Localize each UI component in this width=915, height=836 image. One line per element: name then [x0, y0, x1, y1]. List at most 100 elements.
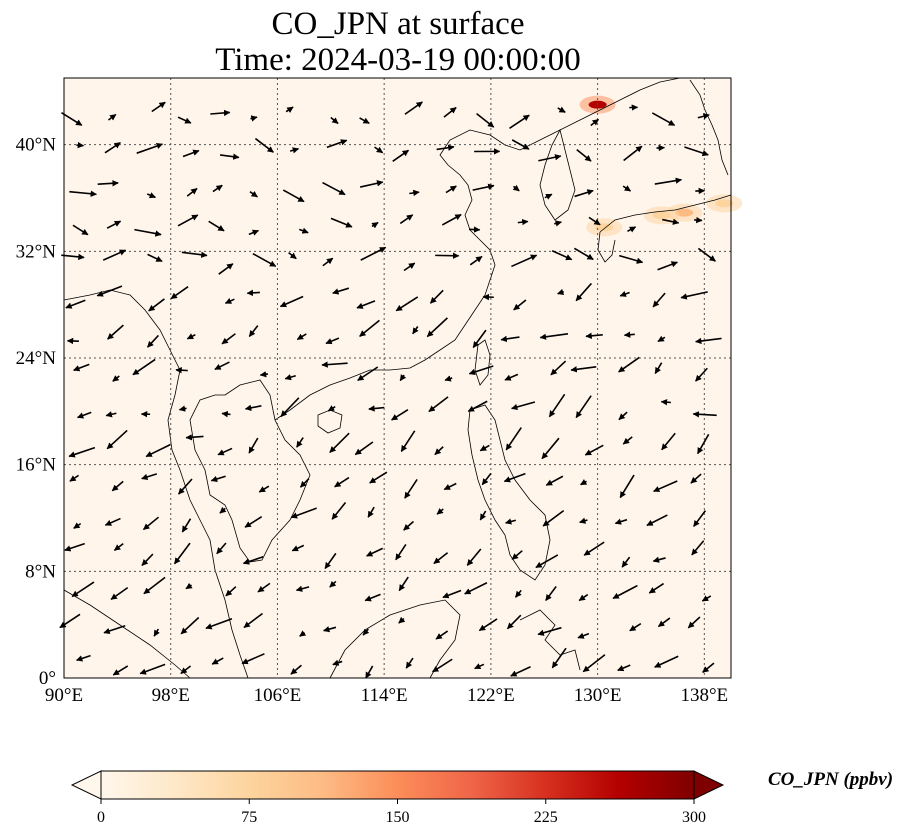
- wind-arrow: [398, 616, 406, 624]
- coastline-sulawesi: [519, 609, 581, 671]
- wind-arrow: [468, 226, 481, 233]
- wind-arrow: [467, 400, 488, 413]
- wind-arrow: [225, 586, 237, 597]
- wind-arrow: [364, 593, 381, 602]
- wind-arrow: [96, 285, 123, 297]
- lon-tick-label: 98°E: [152, 685, 190, 706]
- map-frame: [63, 77, 732, 679]
- wind-arrow: [289, 147, 300, 154]
- wind-arrow: [557, 288, 565, 295]
- wind-arrow: [106, 220, 122, 229]
- wind-arrow: [433, 552, 449, 565]
- wind-arrow: [153, 628, 160, 637]
- wind-arrow: [654, 177, 683, 185]
- wind-arrow: [296, 333, 307, 341]
- wind-arrow: [654, 362, 663, 374]
- wind-arrow: [290, 507, 317, 519]
- wind-arrow: [214, 361, 230, 371]
- wind-arrow: [326, 139, 348, 149]
- wind-arrow: [248, 437, 259, 454]
- wind-arrow: [254, 137, 274, 153]
- wind-arrow: [329, 432, 350, 453]
- wind-arrow: [105, 411, 117, 418]
- wind-arrow: [366, 547, 384, 557]
- wind-arrow: [211, 657, 224, 665]
- wind-arrow: [68, 446, 96, 458]
- wind-arrow: [514, 589, 522, 598]
- wind-arrow: [621, 556, 631, 568]
- wind-arrow: [623, 145, 643, 162]
- wind-arrow: [696, 433, 710, 455]
- wind-arrow: [500, 335, 520, 343]
- lon-tick-label: 122°E: [467, 685, 515, 706]
- wind-arrow: [588, 216, 601, 226]
- wind-arrow: [506, 614, 522, 630]
- wind-arrow: [619, 474, 635, 499]
- wind-arrow: [182, 149, 200, 158]
- wind-arrow: [701, 595, 712, 602]
- wind-arrow: [147, 253, 163, 263]
- wind-arrow: [583, 541, 605, 556]
- wind-arrow: [73, 522, 82, 529]
- wind-arrow: [362, 628, 370, 636]
- wind-arrow: [299, 478, 310, 488]
- lon-tick-label: 114°E: [361, 685, 408, 706]
- wind-arrow: [134, 228, 162, 237]
- wind-arrow: [512, 184, 520, 192]
- wind-arrow: [662, 218, 680, 225]
- wind-arrow: [476, 112, 495, 128]
- coastline-sumatra: [63, 589, 191, 679]
- wind-arrow: [59, 613, 81, 629]
- gridlines: [64, 78, 731, 678]
- wind-arrow: [577, 632, 590, 639]
- wind-arrow: [359, 117, 370, 124]
- wind-arrow: [210, 109, 231, 117]
- wind-arrow: [622, 436, 633, 445]
- wind-arrow: [474, 663, 485, 670]
- wind-arrow: [429, 289, 444, 304]
- wind-arrow: [627, 226, 637, 233]
- wind-arrow: [404, 478, 418, 499]
- wind-arrow: [570, 366, 597, 373]
- wind-arrow: [428, 396, 449, 413]
- wind-arrow: [504, 373, 519, 381]
- wind-arrow: [181, 251, 208, 258]
- wind-arrow: [185, 582, 193, 590]
- wind-arrow: [324, 552, 337, 569]
- wind-arrow: [180, 665, 192, 675]
- wind-arrow: [173, 542, 191, 565]
- wind-arrow: [249, 190, 258, 198]
- wind-arrow: [107, 324, 124, 340]
- wind-arrow: [243, 612, 263, 629]
- wind-arrow: [327, 405, 336, 412]
- wind-arrow: [468, 365, 494, 376]
- wind-arrow: [509, 114, 530, 129]
- wind-arrow: [185, 434, 204, 441]
- wind-arrow: [657, 335, 666, 343]
- wind-arrow: [695, 337, 722, 345]
- wind-arrow: [657, 617, 671, 628]
- lon-tick-label: 106°E: [254, 685, 302, 706]
- wind-arrow: [539, 333, 569, 340]
- wind-arrow: [435, 630, 449, 640]
- wind-arrow: [371, 221, 379, 229]
- longitude-ticks: 90°E 98°E 106°E 114°E 122°E 130°E 138°E: [45, 685, 728, 706]
- wind-arrow: [332, 659, 343, 666]
- colorbar-label: CO_JPN (ppbv): [768, 769, 894, 790]
- wind-arrow: [580, 479, 588, 486]
- wind-arrow: [102, 249, 127, 261]
- wind-arrow: [151, 101, 166, 113]
- wind-arrow: [76, 411, 92, 419]
- wind-arrow: [551, 647, 567, 669]
- colorbar-tick-label: 0: [97, 809, 105, 826]
- wind-arrow: [288, 251, 297, 260]
- wind-arrow: [538, 154, 562, 162]
- wind-arrow: [69, 190, 97, 197]
- lat-tick-label: 8°N: [25, 561, 56, 582]
- wind-arrow: [687, 616, 701, 629]
- wind-arrow: [590, 118, 599, 127]
- wind-arrow: [691, 540, 705, 556]
- wind-arrow: [537, 626, 562, 636]
- wind-arrow: [661, 432, 676, 451]
- wind-arrow: [369, 471, 388, 484]
